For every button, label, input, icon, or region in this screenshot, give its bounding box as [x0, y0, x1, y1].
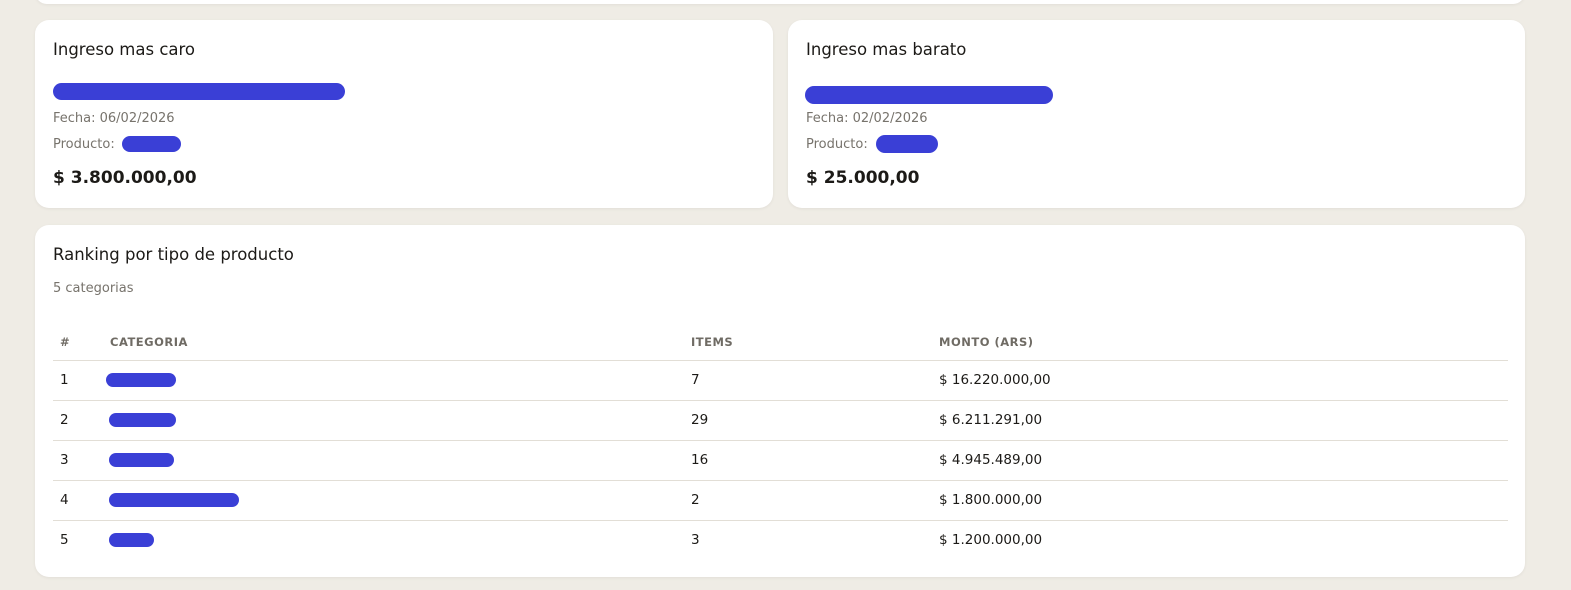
date: Fecha: 02/02/2026: [806, 111, 928, 126]
redacted-category: [109, 533, 154, 548]
redacted-category: [106, 373, 176, 387]
amount: $ 25.000,00: [806, 168, 920, 188]
header-amount: MONTO (ARS): [939, 325, 1508, 361]
items: 7: [691, 360, 939, 401]
rank: 4: [53, 480, 110, 521]
ranking-subtitle: 5 categorias: [53, 281, 134, 296]
category: [106, 360, 691, 401]
rank: 3: [53, 440, 110, 481]
cheapest-card: Ingreso mas barato Fecha: 02/02/2026 Pro…: [788, 20, 1525, 208]
rank: 1: [53, 360, 110, 401]
redacted-description: [53, 83, 345, 100]
table-row: 1 7 $ 16.220.000,00: [53, 360, 1508, 401]
header-items: ITEMS: [691, 325, 939, 361]
redacted-description: [805, 86, 1053, 104]
ranking-table: # CATEGORIA ITEMS MONTO (ARS) 1 7 $ 16.2…: [53, 325, 1508, 560]
header-category: CATEGORIA: [110, 325, 691, 361]
category: [109, 400, 691, 441]
card-title: Ingreso mas caro: [53, 40, 196, 59]
items: 16: [691, 440, 939, 481]
redacted-category: [109, 493, 239, 507]
date: Fecha: 06/02/2026: [53, 111, 175, 126]
redacted-product: [876, 135, 938, 153]
items: 2: [691, 480, 939, 521]
previous-card: [35, 0, 1525, 4]
most-expensive-card: Ingreso mas caro Fecha: 06/02/2026 Produ…: [35, 20, 773, 208]
amount: $ 3.800.000,00: [53, 168, 197, 188]
amount: $ 4.945.489,00: [939, 440, 1508, 481]
items: 29: [691, 400, 939, 441]
ranking-card: Ranking por tipo de producto 5 categoria…: [35, 225, 1525, 577]
redacted-category: [109, 413, 176, 427]
items: 3: [691, 532, 700, 549]
redacted-product: [122, 136, 181, 152]
table-row: 5 3 $ 1.200.000,00: [53, 520, 1508, 560]
amount: $ 1.800.000,00: [939, 480, 1508, 521]
amount: $ 6.211.291,00: [939, 400, 1508, 441]
table-row: 4 2 $ 1.800.000,00: [53, 480, 1508, 521]
ranking-title: Ranking por tipo de producto: [53, 245, 294, 264]
rank: 2: [53, 400, 110, 441]
table-row: 2 29 $ 6.211.291,00: [53, 400, 1508, 441]
category: [109, 520, 691, 560]
amount: $ 1.200.000,00: [939, 532, 1043, 549]
category: [109, 440, 691, 481]
product-label: Producto:: [806, 137, 868, 152]
product-label: Producto:: [53, 137, 115, 152]
rank: 5: [60, 532, 69, 549]
redacted-category: [109, 453, 174, 467]
card-title: Ingreso mas barato: [806, 40, 967, 59]
table-row: 3 16 $ 4.945.489,00: [53, 440, 1508, 481]
category: [109, 480, 691, 521]
amount: $ 16.220.000,00: [939, 360, 1508, 401]
header-rank: #: [53, 325, 110, 361]
